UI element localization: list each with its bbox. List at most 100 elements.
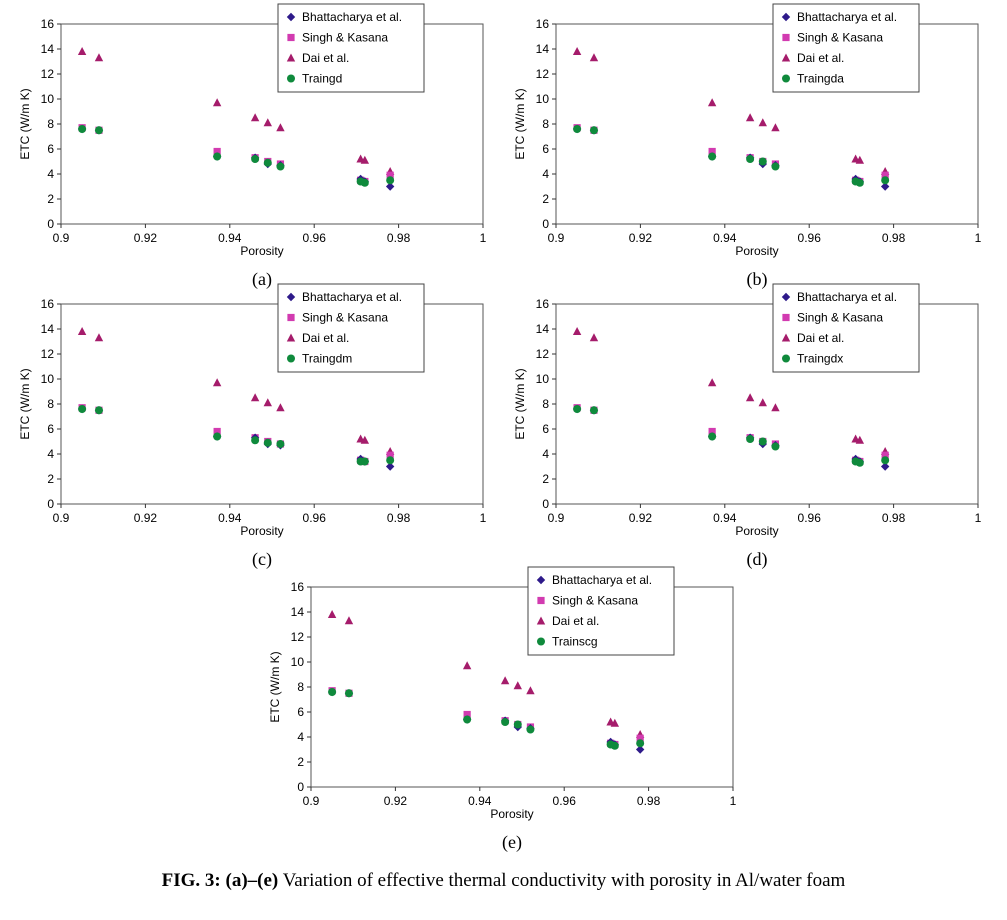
data-point-circle	[708, 152, 717, 161]
y-tick-label: 16	[41, 297, 55, 311]
legend-marker-square	[287, 33, 295, 42]
chart-panel-a: 0 2 4 6 8 10 12 14 16 0.9 0.92 0.94 0.96 0.98 1 Porosit…	[18, 3, 487, 290]
data-point-circle	[758, 157, 767, 166]
y-tick-label: 0	[47, 497, 54, 511]
y-tick-label: 12	[41, 347, 55, 361]
data-point-circle	[276, 440, 285, 448]
legend-label: Dai et al.	[797, 51, 844, 65]
legend-label: Dai et al.	[302, 51, 349, 65]
data-point-triangle	[855, 435, 865, 444]
data-point-circle	[213, 432, 222, 441]
data-point-circle	[386, 456, 395, 465]
legend-label: Bhattacharya et al.	[797, 10, 897, 24]
data-point-circle	[573, 125, 582, 133]
legend-label: Dai et al.	[552, 614, 599, 628]
legend-marker-circle	[537, 637, 545, 646]
y-tick-label: 12	[536, 347, 550, 361]
data-point-triangle	[707, 378, 717, 387]
data-point-triangle	[758, 118, 767, 127]
data-point-circle	[94, 406, 103, 415]
data-point-circle	[708, 432, 717, 441]
x-tick-label: 0.98	[387, 231, 411, 245]
data-point-circle	[855, 178, 864, 187]
data-point-triangle	[212, 98, 222, 107]
x-tick-label: 1	[975, 511, 982, 525]
data-point-triangle	[745, 113, 755, 122]
data-point-circle	[213, 152, 222, 161]
data-point-circle	[463, 715, 472, 724]
data-point-circle	[855, 458, 864, 467]
data-point-circle	[589, 406, 598, 415]
legend-marker-square	[537, 596, 545, 605]
data-point-triangle	[360, 155, 370, 164]
legend-marker-square	[782, 33, 790, 42]
legend-label: Trainscg	[552, 635, 598, 649]
x-tick-label: 0.92	[134, 231, 158, 245]
data-point-triangle	[589, 333, 599, 342]
y-tick-label: 4	[47, 167, 54, 181]
x-tick-label: 0.9	[53, 511, 70, 525]
data-point-triangle	[771, 123, 780, 132]
data-point-triangle	[855, 155, 865, 164]
y-tick-label: 14	[41, 42, 55, 56]
legend-marker-triangle	[781, 333, 791, 342]
data-point-triangle	[212, 378, 222, 387]
x-tick-label: 0.94	[713, 511, 737, 525]
caption-text: Variation of effective thermal conductiv…	[282, 870, 846, 891]
x-tick-label: 0.94	[468, 794, 492, 808]
y-tick-label: 2	[47, 472, 54, 486]
y-tick-label: 0	[542, 217, 549, 231]
x-tick-label: 0.94	[218, 511, 242, 525]
data-point-circle	[263, 158, 272, 167]
data-point-circle	[263, 438, 272, 447]
data-point-square	[881, 451, 889, 459]
y-tick-label: 14	[536, 322, 550, 336]
legend-marker-diamond	[781, 12, 791, 22]
data-point-square	[386, 171, 394, 179]
data-point-circle	[526, 725, 535, 734]
data-point-circle	[78, 125, 87, 133]
data-point-circle	[746, 435, 755, 443]
legend-label: Singh & Kasana	[797, 311, 883, 325]
panel-label: (a)	[252, 269, 272, 290]
data-point-triangle	[276, 123, 285, 132]
x-axis-label: Porosity	[240, 524, 283, 538]
y-tick-label: 12	[41, 67, 55, 81]
x-tick-label: 0.94	[713, 231, 737, 245]
data-point-diamond	[385, 182, 395, 191]
data-point-triangle	[771, 403, 780, 412]
data-point-circle	[328, 688, 337, 696]
legend-marker-circle	[287, 354, 295, 363]
y-axis-label: ETC (W/m K)	[18, 368, 32, 439]
legend-marker-triangle	[536, 616, 546, 625]
y-tick-label: 10	[291, 655, 305, 669]
legend-marker-circle	[782, 354, 790, 363]
legend-label: Dai et al.	[302, 331, 349, 345]
data-point-square	[636, 734, 644, 742]
data-point-triangle	[758, 398, 767, 407]
legend-marker-square	[782, 313, 790, 322]
x-tick-label: 0.94	[218, 231, 242, 245]
data-point-circle	[94, 126, 103, 135]
y-tick-label: 10	[41, 92, 55, 106]
data-point-triangle	[589, 53, 599, 62]
legend-marker-diamond	[286, 12, 296, 22]
data-point-triangle	[327, 610, 337, 618]
data-point-circle	[276, 162, 285, 171]
legend-label: Traingd	[302, 72, 342, 86]
data-point-triangle	[500, 676, 510, 685]
x-tick-label: 0.9	[303, 794, 320, 808]
y-tick-label: 14	[41, 322, 55, 336]
y-tick-label: 16	[536, 297, 550, 311]
y-tick-label: 6	[297, 705, 304, 719]
y-axis-label: ETC (W/m K)	[513, 88, 527, 159]
y-tick-label: 16	[41, 17, 55, 31]
data-point-square	[213, 147, 221, 156]
x-tick-label: 0.96	[553, 794, 577, 808]
legend-box	[527, 566, 675, 656]
chart-panel-e: 0 2 4 6 8 10 12 14 16 0.9 0.92 0.94 0.96 0.98 1 Porosit…	[268, 566, 737, 853]
x-tick-label: 0.96	[798, 231, 822, 245]
y-axis-label: ETC (W/m K)	[268, 651, 282, 722]
y-tick-label: 0	[47, 217, 54, 231]
legend-marker-diamond	[286, 292, 296, 302]
